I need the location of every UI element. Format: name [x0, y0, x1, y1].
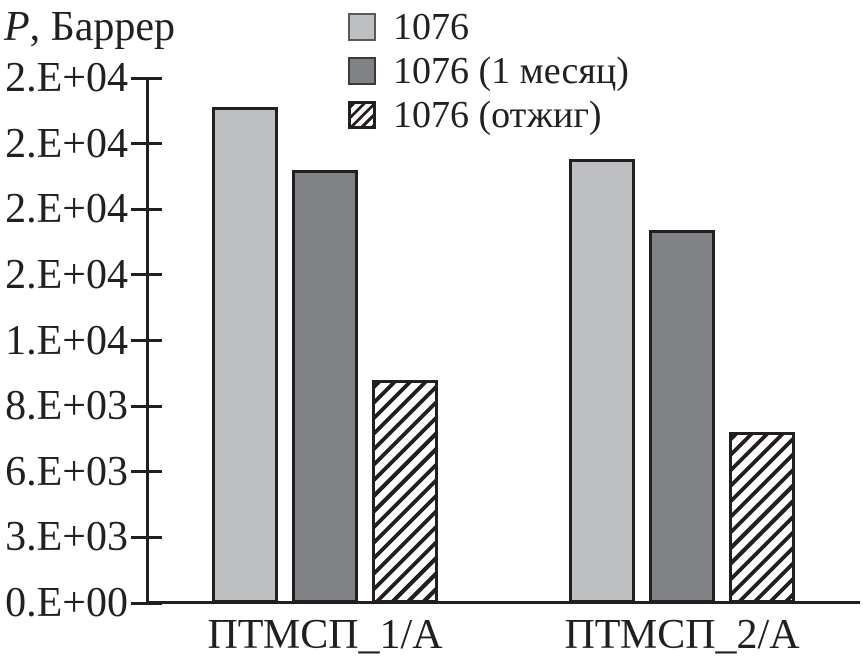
x-axis-line — [146, 601, 860, 604]
y-tick-label: 2.E+04 — [5, 55, 128, 101]
y-tick — [131, 77, 162, 80]
legend: 1076 1076 (1 месяц) 1076 (отжиг) — [348, 5, 629, 137]
y-tick-label: 2.E+04 — [5, 186, 128, 232]
y-tick-label: 2.E+04 — [5, 121, 128, 167]
legend-item: 1076 — [348, 5, 629, 49]
bar-series2-category1 — [292, 170, 358, 603]
y-tick — [131, 142, 162, 145]
legend-label: 1076 (1 месяц) — [393, 50, 629, 92]
legend-label: 1076 (отжиг) — [393, 94, 602, 136]
bar-series3-category1 — [372, 380, 438, 603]
y-tick-label: 8.E+03 — [5, 383, 128, 429]
legend-swatch-dark-icon — [348, 57, 376, 85]
y-tick-label: 3.E+03 — [5, 514, 128, 560]
y-axis-title-units: , Баррер — [29, 4, 176, 50]
y-axis-title-symbol: P — [4, 4, 30, 50]
y-tick — [131, 470, 162, 473]
bar-series3-category2 — [729, 432, 795, 603]
legend-item: 1076 (отжиг) — [348, 93, 629, 137]
y-tick — [131, 208, 162, 211]
y-tick — [131, 273, 162, 276]
y-tick-label: 1.E+04 — [5, 318, 128, 364]
y-tick-label: 0.E+00 — [5, 580, 128, 626]
y-tick — [131, 536, 162, 539]
y-tick-label: 2.E+04 — [5, 252, 128, 298]
y-axis-title: P, Баррер — [4, 4, 175, 50]
x-category-label: ПТМСП_2/А — [564, 612, 800, 658]
bar-series1-category1 — [212, 107, 278, 603]
y-tick — [131, 405, 162, 408]
bar-series1-category2 — [569, 159, 635, 603]
legend-item: 1076 (1 месяц) — [348, 49, 629, 93]
legend-label: 1076 — [393, 6, 469, 48]
y-tick — [131, 602, 162, 605]
legend-swatch-light-icon — [348, 13, 376, 41]
x-category-label: ПТМСП_1/А — [207, 612, 443, 658]
legend-swatch-hatch-icon — [348, 101, 376, 129]
y-tick-label: 6.E+03 — [5, 449, 128, 495]
y-tick — [131, 339, 162, 342]
bar-series2-category2 — [649, 230, 715, 603]
